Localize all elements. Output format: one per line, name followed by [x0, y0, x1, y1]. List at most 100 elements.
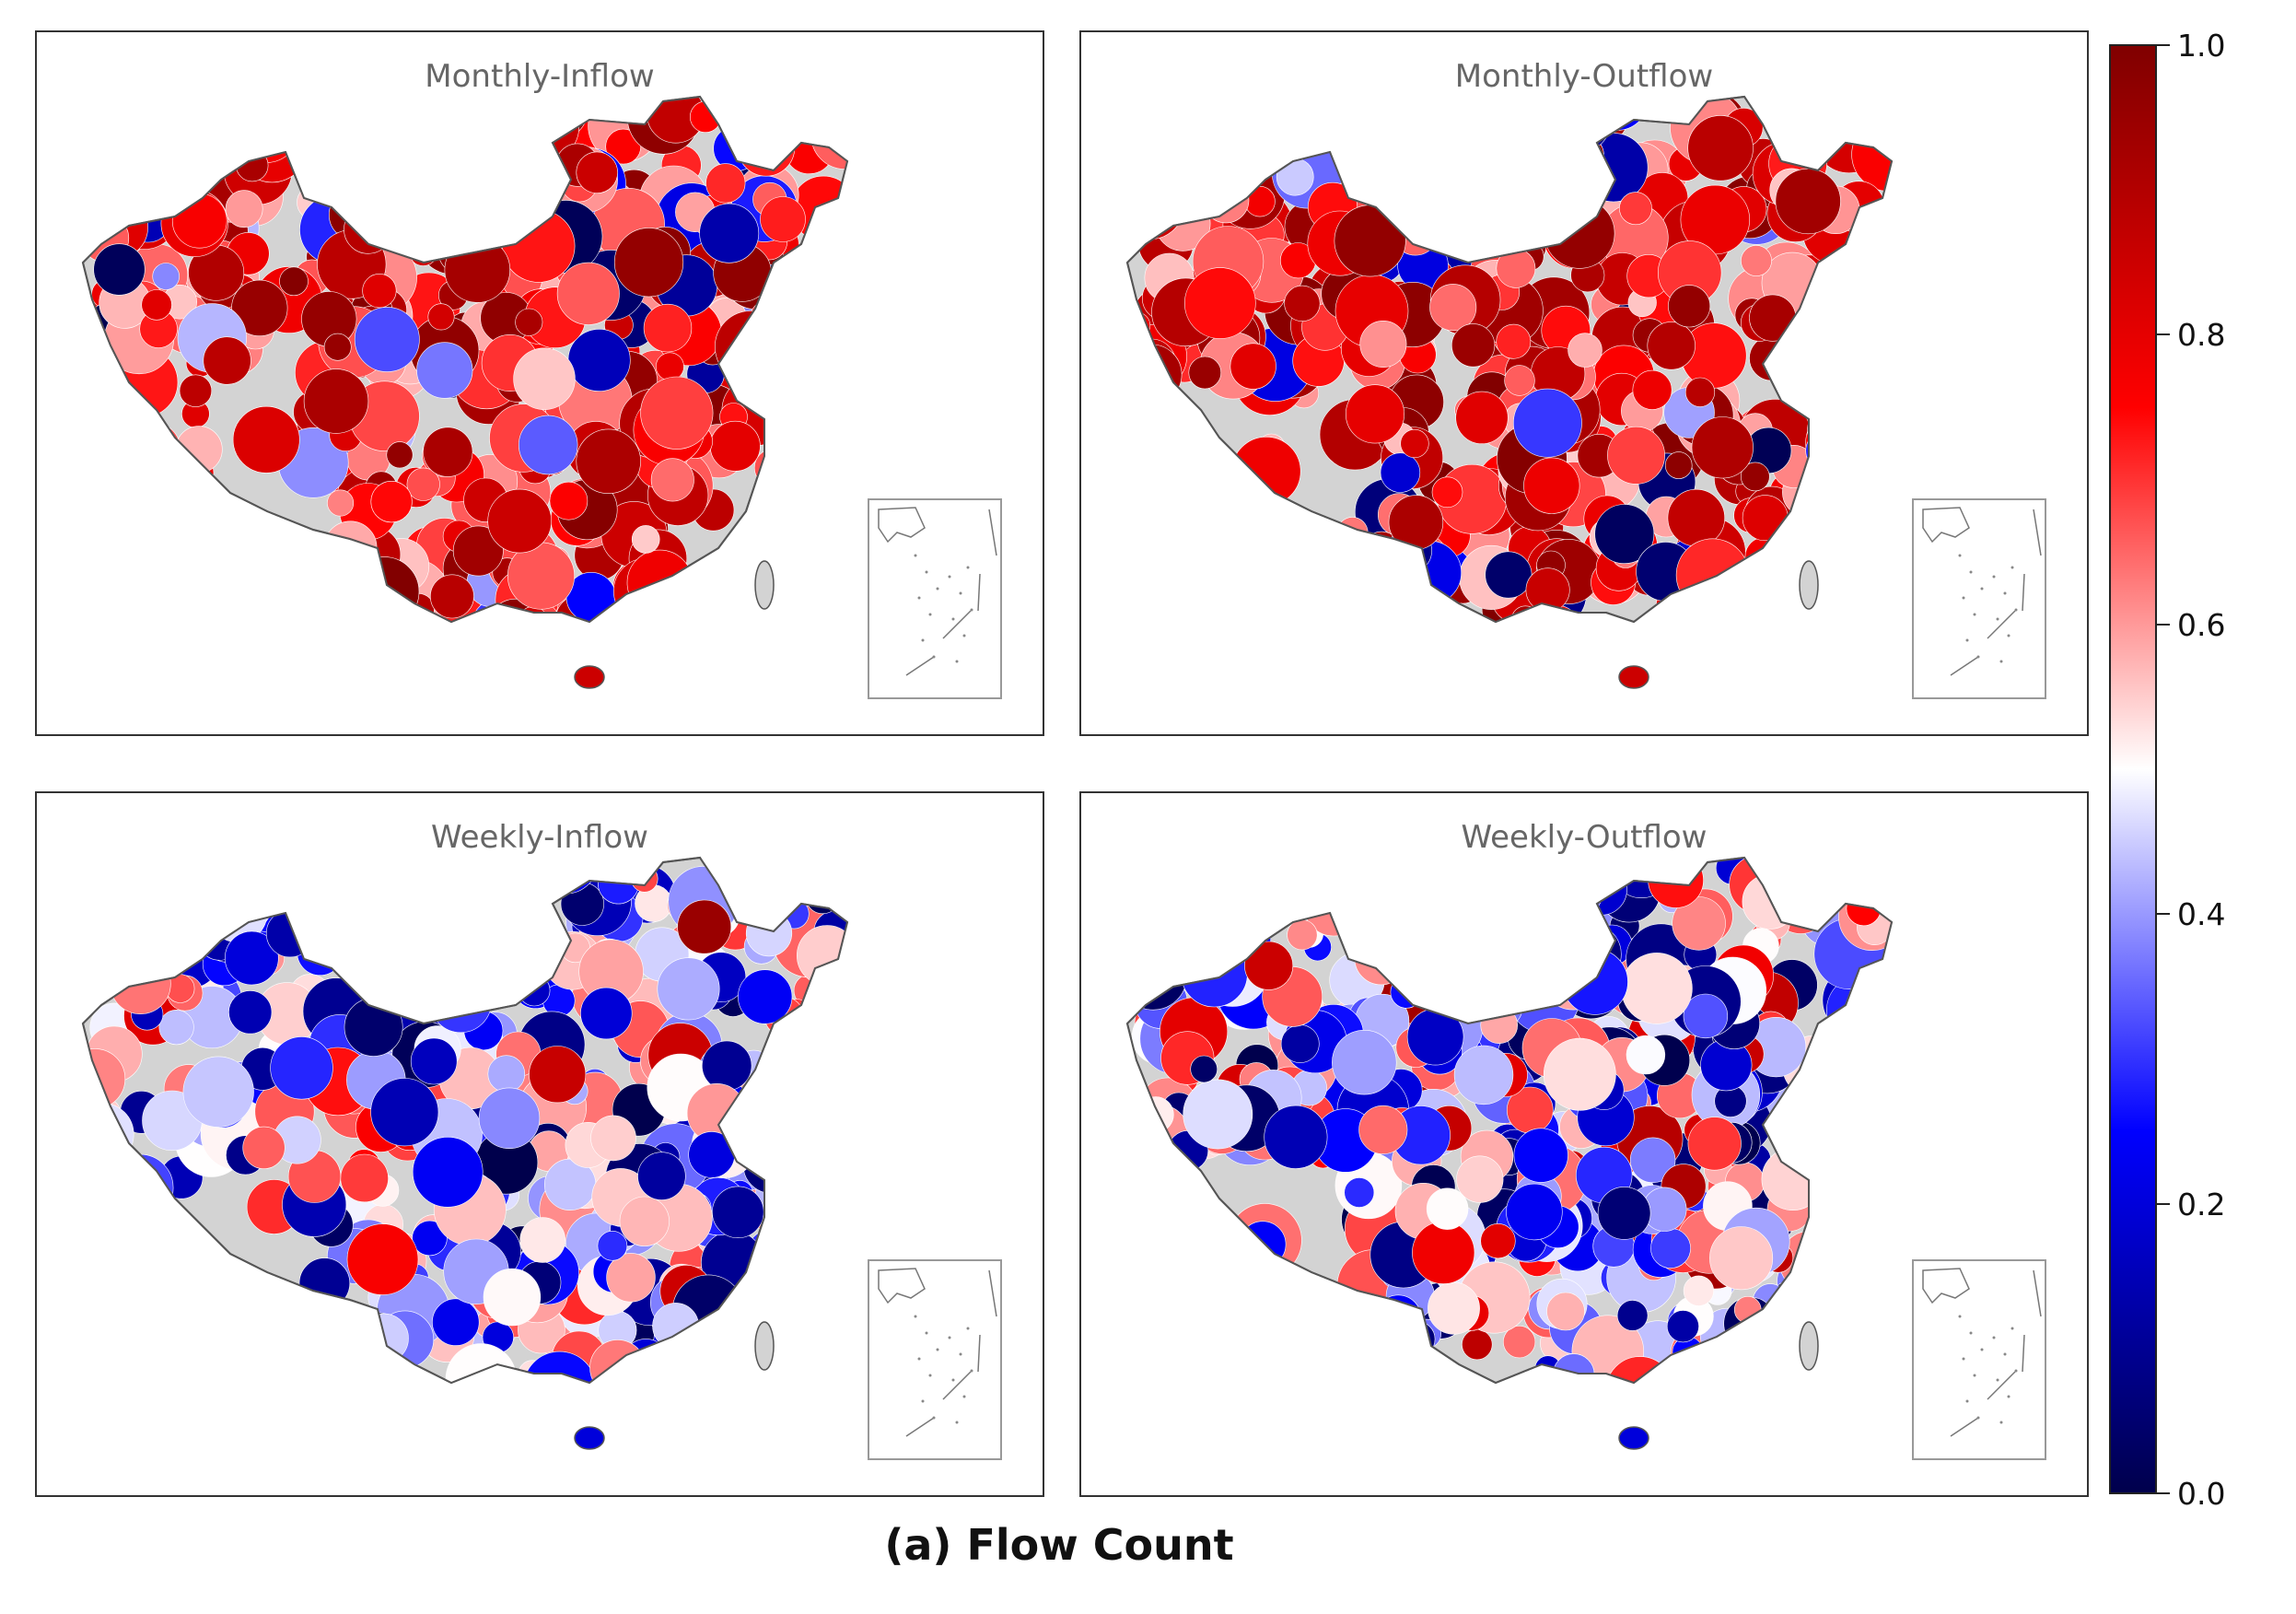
region-patch	[270, 1036, 333, 1100]
region-patch	[576, 151, 618, 194]
south-china-sea-inset	[868, 498, 1002, 699]
region-patch	[1448, 174, 1494, 220]
region-patch	[779, 545, 828, 595]
region-patch	[1230, 343, 1276, 390]
region-patch	[323, 520, 378, 575]
taiwan-island	[1799, 560, 1819, 610]
region-patch	[605, 128, 642, 165]
region-patch	[1147, 130, 1198, 181]
region-patch	[606, 1253, 656, 1303]
region-patch	[1805, 430, 1846, 471]
inset-island-dot	[2014, 608, 2018, 612]
region-patch	[231, 97, 300, 163]
region-patch	[319, 1342, 384, 1383]
inset-island-dot	[936, 587, 939, 591]
region-patch	[1667, 488, 1725, 547]
region-patch	[826, 1281, 847, 1320]
region-patch	[1741, 245, 1772, 276]
region-patch	[487, 1055, 526, 1094]
region-patch	[239, 567, 314, 622]
region-patch	[1683, 1275, 1715, 1306]
inset-island-dot	[917, 1357, 921, 1361]
region-patch	[388, 906, 423, 942]
inset-island-dot	[962, 634, 966, 637]
region-patch	[1840, 594, 1892, 622]
region-patch	[1429, 284, 1477, 332]
inset-island-dot	[948, 1336, 951, 1339]
region-patch	[1861, 228, 1892, 287]
region-patch	[763, 1374, 791, 1383]
region-patch	[106, 1153, 174, 1222]
inset-island-dot	[1969, 1331, 1973, 1335]
region-patch	[487, 488, 553, 554]
region-patch	[1171, 511, 1223, 563]
region-patch	[1832, 388, 1892, 462]
region-patch	[455, 860, 507, 911]
region-patch	[334, 1305, 371, 1342]
region-patch	[1388, 129, 1442, 183]
inset-island-dot	[917, 596, 921, 600]
inset-island-dot	[951, 1378, 955, 1382]
region-patch	[1344, 1177, 1375, 1208]
region-patch	[751, 1246, 798, 1293]
region-patch	[491, 923, 549, 981]
region-patch	[83, 918, 145, 989]
region-patch	[791, 335, 824, 369]
region-patch	[83, 182, 122, 231]
map-panel-monthly-inflow: Monthly-Inflow	[35, 30, 1044, 736]
region-patch	[489, 169, 553, 232]
region-patch	[1802, 1049, 1846, 1093]
region-patch	[1458, 891, 1504, 937]
region-patch	[1547, 862, 1603, 919]
region-patch	[1367, 167, 1395, 195]
region-patch	[1806, 1269, 1869, 1331]
region-patch	[1703, 1342, 1740, 1379]
region-patch	[1280, 1024, 1320, 1063]
taiwan-island	[754, 560, 775, 610]
region-patch	[637, 1152, 686, 1200]
region-patch	[1816, 1277, 1883, 1344]
region-patch	[1360, 1299, 1414, 1351]
hainan-island	[1618, 1426, 1649, 1450]
inset-island-dot	[921, 638, 925, 642]
region-patch	[1545, 134, 1592, 181]
region-patch	[1203, 123, 1257, 177]
region-patch	[1814, 591, 1871, 622]
region-patch	[770, 265, 804, 299]
region-patch	[1206, 1293, 1274, 1361]
region-patch	[1417, 163, 1485, 229]
region-patch	[416, 342, 473, 399]
region-patch	[106, 149, 168, 211]
region-patch	[232, 110, 260, 137]
region-patch	[344, 205, 393, 254]
region-patch	[1800, 463, 1847, 511]
region-patch	[1807, 871, 1846, 910]
region-patch	[501, 861, 551, 911]
region-patch	[453, 137, 520, 205]
region-patch	[1406, 1008, 1464, 1066]
region-patch	[1801, 1110, 1838, 1147]
colorbar-tick	[2157, 44, 2170, 46]
region-patch	[1621, 953, 1693, 1024]
inset-island-dot	[948, 575, 951, 579]
china-choropleth-map	[81, 856, 849, 1450]
region-patch	[1264, 1105, 1328, 1169]
hainan-island	[1618, 665, 1649, 689]
region-patch	[640, 376, 714, 450]
region-patch	[589, 1339, 647, 1383]
region-patch	[1237, 97, 1293, 144]
region-patch	[354, 307, 420, 372]
region-patch	[484, 123, 521, 160]
panel-title: Monthly-Outflow	[1454, 58, 1714, 95]
region-patch	[340, 159, 402, 221]
region-patch	[1332, 1030, 1397, 1095]
region-patch	[1729, 564, 1758, 592]
region-patch	[1334, 205, 1406, 277]
region-patch	[737, 1100, 799, 1163]
region-patch	[490, 871, 535, 916]
region-patch	[656, 352, 684, 381]
region-patch	[1395, 882, 1428, 914]
region-patch	[484, 106, 513, 135]
region-patch	[83, 195, 118, 243]
region-patch	[793, 324, 847, 390]
